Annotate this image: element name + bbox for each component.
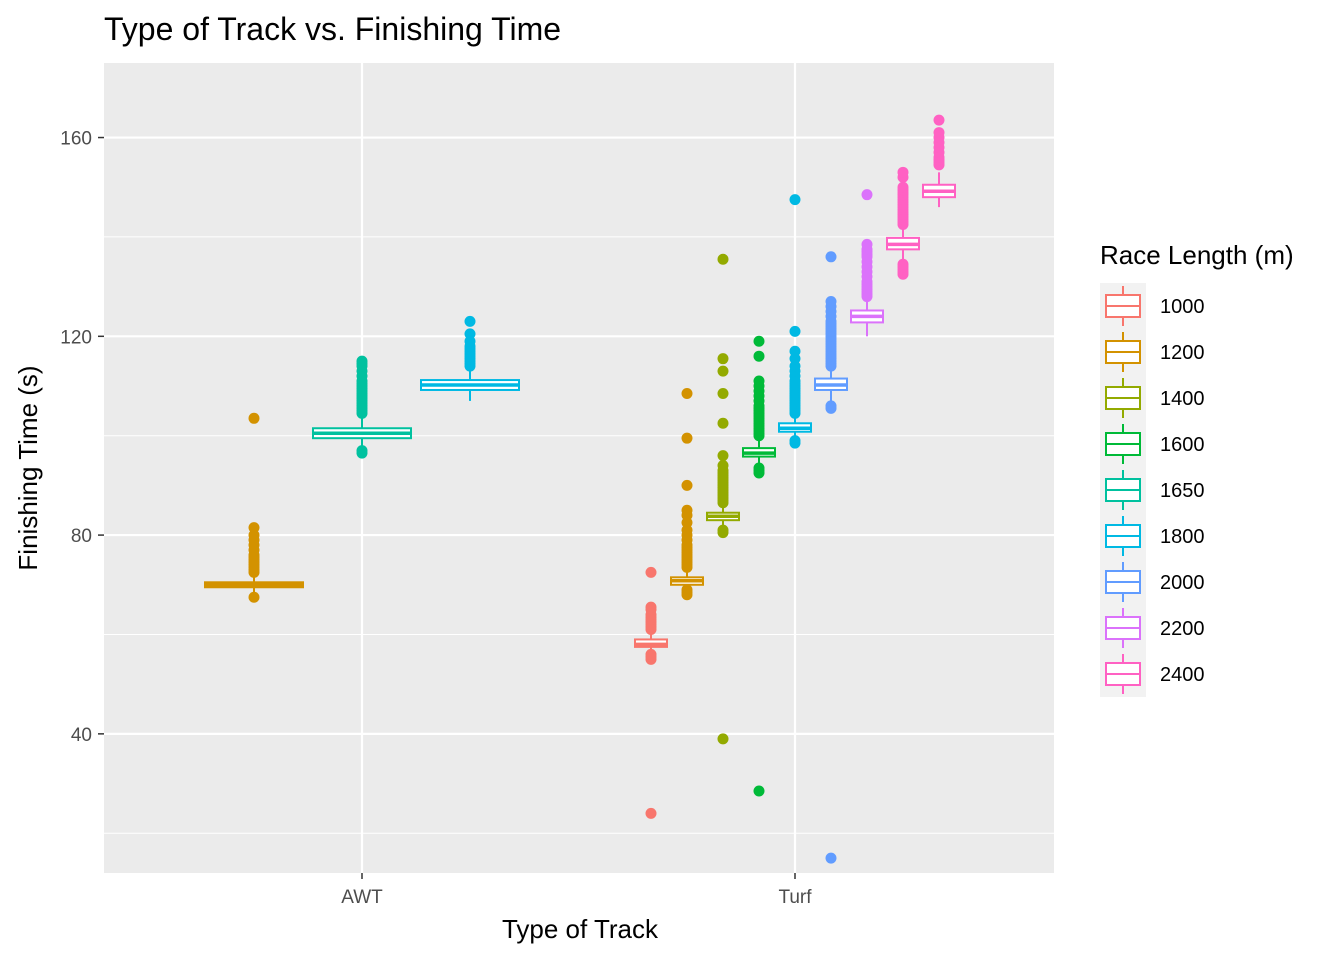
legend-entry-1650: 1650 [1105, 470, 1205, 510]
legend-entry-1000: 1000 [1105, 286, 1205, 326]
box-awt-1650 [312, 355, 412, 459]
outlier-point [825, 296, 837, 308]
outlier-point [681, 584, 693, 596]
box-turf-2200 [850, 189, 884, 337]
outlier-point [681, 432, 693, 444]
outlier-point [753, 335, 765, 347]
outlier-point [717, 353, 729, 365]
legend-label: 1800 [1160, 526, 1205, 548]
legend-entry-1800: 1800 [1105, 516, 1205, 556]
outlier-point [717, 450, 729, 462]
outlier-point [356, 355, 368, 367]
y-tick-label: 160 [60, 129, 92, 150]
outlier-point [356, 445, 368, 457]
outlier-point [753, 462, 765, 474]
outlier-point [861, 238, 873, 250]
x-tick-label: Turf [778, 887, 812, 908]
outlier-point [717, 733, 729, 745]
legend-entry-1400: 1400 [1105, 378, 1205, 418]
outlier-point [753, 785, 765, 797]
chart-title: Type of Track vs. Finishing Time [104, 11, 561, 47]
outlier-point [825, 852, 837, 864]
outlier-point [717, 387, 729, 399]
outlier-point [464, 328, 476, 340]
legend: Race Length (m) 1000 1200 1400 1600 1650 1800… [1100, 240, 1294, 697]
legend-label: 2000 [1160, 572, 1205, 594]
outlier-point [717, 417, 729, 429]
legend-label: 1650 [1160, 480, 1205, 502]
box-turf-1400 [706, 253, 740, 745]
outlier-point [681, 479, 693, 491]
outlier-point [717, 524, 729, 536]
plot-panel [104, 63, 1054, 873]
outlier-point [825, 251, 837, 263]
y-axis-title: Finishing Time (s) [13, 365, 43, 570]
outlier-point [897, 258, 909, 270]
outlier-point [248, 522, 260, 534]
outlier-point [645, 566, 657, 578]
box-turf-1200 [670, 387, 704, 601]
outlier-point [789, 194, 801, 206]
outlier-point [933, 114, 945, 126]
outlier-point [717, 460, 729, 472]
legend-entry-2400: 2400 [1105, 654, 1205, 694]
box-turf-1800 [778, 194, 812, 449]
legend-entry-2000: 2000 [1105, 562, 1205, 602]
outlier-point [717, 253, 729, 265]
legend-label: 2400 [1160, 664, 1205, 686]
outlier-point [645, 648, 657, 660]
outlier-point [789, 435, 801, 447]
x-tick-label: AWT [341, 887, 383, 908]
legend-title: Race Length (m) [1100, 240, 1294, 270]
outlier-point [789, 345, 801, 357]
x-axis: AWT Turf [341, 873, 812, 908]
grid-major [104, 63, 1054, 873]
box-turf-1600 [742, 335, 776, 797]
y-axis: 40 80 120 160 [60, 129, 104, 746]
y-tick-label: 40 [71, 725, 92, 746]
x-axis-title: Type of Track [502, 914, 659, 944]
outlier-point [248, 591, 260, 603]
legend-label: 1000 [1160, 296, 1205, 318]
outlier-point [753, 350, 765, 362]
y-tick-label: 80 [71, 526, 92, 547]
outlier-point [464, 315, 476, 327]
box-turf-2400b [922, 114, 956, 208]
outlier-point [248, 412, 260, 424]
legend-label: 1600 [1160, 434, 1205, 456]
legend-entry-1200: 1200 [1105, 332, 1205, 372]
box-turf-2000 [814, 251, 848, 864]
outlier-point [681, 504, 693, 516]
outlier-point [897, 181, 909, 193]
legend-entry-1600: 1600 [1105, 424, 1205, 464]
outlier-point [825, 400, 837, 412]
legend-label: 2200 [1160, 618, 1205, 640]
legend-entry-2200: 2200 [1105, 608, 1205, 648]
legend-label: 1400 [1160, 388, 1205, 410]
outlier-point [717, 365, 729, 377]
outlier-point [897, 166, 909, 178]
legend-label: 1200 [1160, 342, 1205, 364]
y-tick-label: 120 [60, 327, 92, 348]
outlier-point [681, 387, 693, 399]
outlier-point [753, 375, 765, 387]
outlier-point [933, 127, 945, 139]
outlier-point [645, 807, 657, 819]
box-awt-1200 [204, 412, 304, 603]
outlier-point [645, 601, 657, 613]
box-turf-1000 [634, 566, 668, 819]
box-awt-1800 [420, 315, 520, 401]
outlier-point [789, 325, 801, 337]
box-turf-2400 [886, 166, 920, 280]
outlier-point [861, 189, 873, 201]
boxes-layer [204, 114, 956, 864]
